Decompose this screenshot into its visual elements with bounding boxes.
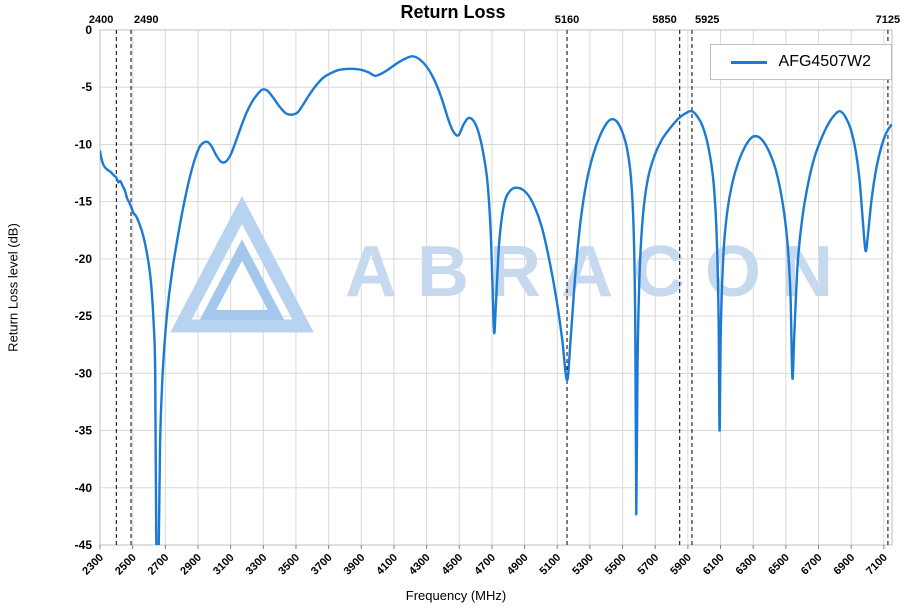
x-tick-label: 3300	[244, 552, 270, 578]
x-tick-label: 2700	[146, 552, 172, 578]
y-tick-labels: 0 -5 -10 -15 -20 -25 -30 -35 -40 -45	[75, 23, 93, 552]
legend-series-label: AFG4507W2	[778, 53, 871, 70]
abracon-watermark: ABRACON	[170, 196, 853, 333]
chart-title: Return Loss	[400, 2, 506, 22]
x-tick-label: 5500	[603, 552, 629, 578]
y-tick-label: -10	[75, 137, 93, 151]
series-line	[100, 55, 892, 545]
y-tick-label: -40	[75, 481, 93, 495]
abracon-logo-inner-icon	[199, 239, 285, 320]
x-tick-label: 3500	[276, 552, 302, 578]
reference-line-label: 5850	[652, 14, 676, 26]
x-tick-label: 3100	[211, 552, 237, 578]
x-tick-label: 2500	[113, 552, 139, 578]
reference-line-label: 5160	[555, 14, 579, 26]
reference-line-label: 2490	[134, 14, 158, 26]
x-axis-title: Frequency (MHz)	[405, 588, 507, 603]
y-axis-title: Return Loss level (dB)	[5, 223, 21, 352]
x-tick-label: 6500	[766, 552, 792, 578]
x-tick-label: 2300	[80, 552, 106, 578]
y-tick-label: -5	[81, 80, 92, 94]
x-tick-label: 4900	[505, 552, 531, 578]
y-tick-label: -20	[75, 252, 93, 266]
x-tick-label: 4500	[440, 552, 466, 578]
x-tick-label: 4100	[374, 552, 400, 578]
x-tick-label: 4300	[407, 552, 433, 578]
x-tick-label: 6300	[734, 552, 760, 578]
x-tick-label: 5100	[538, 552, 564, 578]
x-tick-label: 5700	[636, 552, 662, 578]
x-tick-label: 7100	[864, 552, 890, 578]
y-tick-label: -35	[75, 424, 93, 438]
x-tick-label: 6100	[701, 552, 727, 578]
x-tick-label: 6700	[799, 552, 825, 578]
plot-border	[99, 29, 893, 546]
y-tick-label: -30	[75, 366, 93, 380]
x-tick-label: 6900	[831, 552, 857, 578]
legend-line-swatch	[730, 60, 767, 64]
x-tick-labels: 2300 2500 2700 2900 3100 3300 3500 3700 3900 4100…	[80, 545, 890, 577]
y-tick-label: -15	[75, 195, 93, 209]
abracon-logo-icon	[170, 196, 314, 333]
x-tick-label: 2900	[178, 552, 204, 578]
reference-line-label: 7125	[876, 14, 900, 26]
reference-line-label: 5925	[695, 14, 719, 26]
x-tick-label: 5900	[668, 552, 694, 578]
y-tick-label: -25	[75, 309, 93, 323]
watermark-text: ABRACON	[345, 232, 853, 312]
y-tick-label: -45	[75, 538, 93, 552]
y-tick-label: 0	[85, 23, 92, 37]
x-tick-label: 3900	[342, 552, 368, 578]
legend: AFG4507W2	[709, 44, 892, 80]
reference-line-label: 2400	[89, 14, 113, 26]
x-tick-label: 3700	[309, 552, 335, 578]
x-tick-label: 5300	[570, 552, 596, 578]
x-tick-label: 4700	[472, 552, 498, 578]
